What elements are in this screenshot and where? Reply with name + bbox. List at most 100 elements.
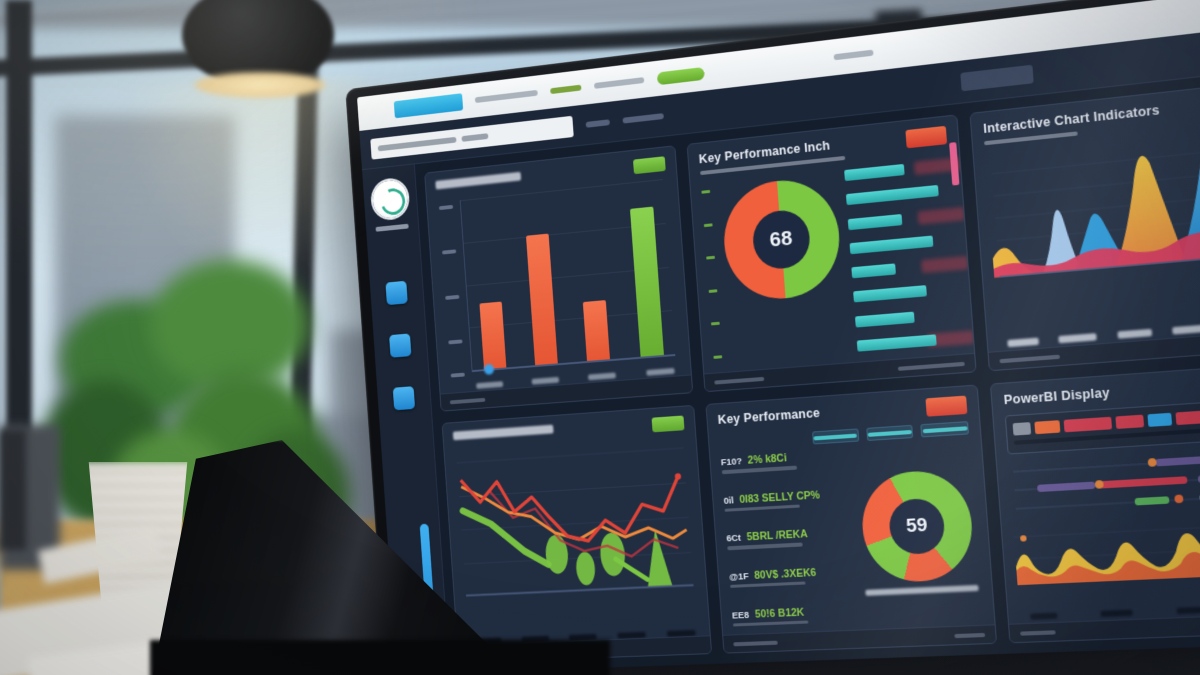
- header-menu-item[interactable]: [585, 118, 610, 128]
- hbar: [851, 263, 896, 279]
- header-menu-item[interactable]: [622, 112, 664, 124]
- gantt-segment: [1036, 481, 1096, 493]
- browser-logo-tab[interactable]: [393, 93, 464, 119]
- segment: [1115, 414, 1145, 429]
- hbar: [852, 285, 927, 303]
- kpi-value: 0I83 SELLY CP%: [738, 488, 821, 506]
- status-badge-green[interactable]: [651, 415, 685, 433]
- panel-title: Key Performance: [717, 405, 821, 427]
- panel-title-blurred: [452, 424, 554, 441]
- wave-area-chart: [1013, 506, 1200, 620]
- filter-chip[interactable]: [865, 424, 914, 442]
- kpi-row: 6Ct 5BRL /REKA: [725, 526, 852, 551]
- sidebar-nav-icon-3[interactable]: [392, 386, 416, 411]
- foreground-display-base: [150, 640, 610, 675]
- donut-value: 59: [905, 514, 929, 538]
- logo-glyph-icon: [377, 184, 409, 219]
- bar-3: [583, 300, 611, 361]
- panel-grid: Key Performance Inch 68: [415, 69, 1200, 673]
- sidebar-nav-icon-1[interactable]: [385, 280, 408, 306]
- dashboard-screen: Key Performance Inch 68: [357, 0, 1200, 675]
- header-button[interactable]: [960, 64, 1034, 91]
- x-axis-label: [531, 376, 560, 385]
- segment: [1175, 409, 1200, 425]
- area-chart: [985, 126, 1200, 348]
- browser-green-button[interactable]: [656, 66, 705, 85]
- hbar: [847, 213, 903, 230]
- panel-area-chart: Interactive Chart Indicators: [969, 80, 1200, 372]
- x-axis-label: [1030, 612, 1059, 620]
- lamp-bulb-glow: [194, 72, 326, 98]
- panel-kpi-donut: Key Performance Inch 68: [686, 114, 977, 393]
- donut-value: 68: [768, 226, 794, 252]
- panel-powerbi: PowerBI Display: [990, 362, 1200, 644]
- gantt-segment: [1134, 496, 1170, 506]
- kpi-key: @1F: [728, 571, 750, 583]
- y-axis-label: [441, 249, 457, 255]
- status-badge-green[interactable]: [632, 156, 666, 175]
- panel-line-chart: [441, 404, 712, 664]
- kpi-key: 0il: [723, 495, 735, 507]
- kpi-value: 80V$ .3XEK6: [753, 566, 817, 582]
- donut-caption-blurred: [865, 584, 979, 596]
- bar-4: [629, 206, 664, 357]
- search-placeholder-text: [377, 136, 457, 151]
- kpi-value: 50!6 B12K: [754, 606, 805, 621]
- panel-kpi-list: Key Performance F10? 2% k8Ci: [705, 384, 998, 654]
- x-axis-label: [1117, 328, 1152, 339]
- panel-bar-chart: [424, 145, 693, 412]
- status-badge-red[interactable]: [905, 125, 948, 149]
- kpi-value: 2% k8Ci: [747, 452, 788, 467]
- x-axis-label: [588, 372, 617, 381]
- segment: [1063, 416, 1113, 432]
- kpi-key: 6Ct: [725, 532, 742, 545]
- panel-title: PowerBI Display: [1003, 385, 1111, 408]
- hbar: [849, 235, 934, 255]
- kpi-row: 0il 0I83 SELLY CP%: [723, 487, 849, 512]
- panel-title-blurred: [435, 171, 522, 190]
- kpi-row: @1F 80V$ .3XEK6: [728, 565, 855, 589]
- area-chart-svg: [985, 144, 1200, 290]
- x-axis-label: [1171, 324, 1200, 335]
- y-axis-label: [450, 372, 465, 378]
- x-axis-label: [476, 381, 504, 389]
- segment: [1034, 419, 1061, 434]
- browser-url-text: [474, 89, 538, 104]
- kpi-value: 5BRL /REKA: [746, 528, 809, 544]
- app-logo[interactable]: [371, 178, 409, 220]
- x-axis-label: [1100, 609, 1134, 618]
- filter-chip[interactable]: [920, 421, 970, 438]
- donut-chart-59: 59: [858, 468, 976, 584]
- hbar: [845, 185, 939, 206]
- line-chart-svg: [454, 438, 695, 598]
- kpi-sub-blurred: [729, 581, 806, 589]
- bar-1: [479, 301, 507, 370]
- kpi-sub-blurred: [732, 619, 809, 627]
- y-axis-label: [445, 294, 460, 300]
- gantt-segment: [1100, 476, 1188, 489]
- horizontal-bar-list: [843, 155, 975, 357]
- status-badge-red[interactable]: [925, 395, 968, 417]
- kpi-list: F10? 2% k8Ci 0il 0I83 SELLY CP% 6Ct 5BRL /R…: [720, 447, 857, 631]
- browser-text: [833, 49, 874, 61]
- filter-chip[interactable]: [811, 428, 859, 445]
- browser-text: [550, 84, 582, 95]
- kpi-row: EE8 50!6 B12K: [731, 604, 857, 627]
- gantt-rows: [1008, 444, 1200, 516]
- sidebar-nav-icon-2[interactable]: [389, 333, 412, 358]
- gantt-marker: [1147, 458, 1157, 467]
- wave-chart-svg: [1013, 506, 1200, 586]
- monitor: Key Performance Inch 68: [345, 0, 1200, 675]
- kpi-key: EE8: [731, 609, 750, 622]
- y-axis-label: [438, 204, 454, 211]
- y-axis-label: [448, 339, 463, 345]
- bar-2: [526, 233, 558, 366]
- axis-ticks: [700, 180, 723, 369]
- x-axis-label: [1007, 337, 1040, 348]
- hbar: [856, 334, 937, 352]
- hbar: [843, 163, 906, 182]
- segment: [1012, 421, 1032, 436]
- dashboard-body: Key Performance Inch 68: [362, 68, 1200, 675]
- line-chart: [454, 438, 698, 645]
